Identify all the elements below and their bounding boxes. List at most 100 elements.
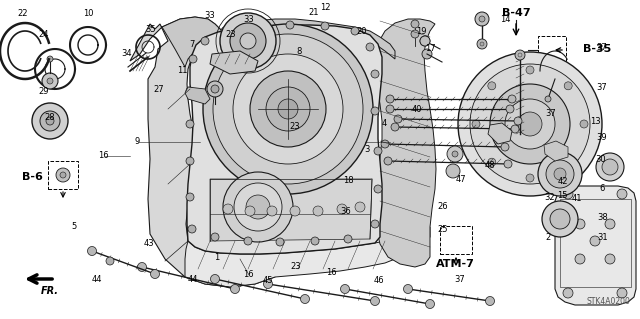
Circle shape [411,30,419,38]
Text: 5: 5 [71,222,76,231]
Text: 4: 4 [381,119,387,128]
Circle shape [251,23,259,31]
Circle shape [344,235,352,243]
Text: 47: 47 [456,175,466,184]
Text: 40: 40 [412,105,422,114]
Circle shape [506,105,514,113]
Circle shape [563,288,573,298]
Circle shape [106,257,114,265]
Circle shape [211,275,220,284]
Text: 27: 27 [154,85,164,94]
Circle shape [213,34,363,184]
Circle shape [234,183,282,231]
Circle shape [221,27,229,35]
Circle shape [542,201,578,237]
Text: B-6: B-6 [22,172,42,182]
Text: B-35: B-35 [583,44,611,54]
Text: 38: 38 [598,213,608,222]
Circle shape [452,151,458,157]
Circle shape [617,189,627,199]
Text: 28: 28 [44,113,54,122]
Text: 8: 8 [297,47,302,56]
Circle shape [545,96,551,102]
Circle shape [207,81,223,97]
Text: 23: 23 [291,262,301,271]
Text: 26: 26 [438,202,448,211]
Text: 20: 20 [356,27,367,36]
Circle shape [391,123,399,131]
Circle shape [46,117,54,125]
Text: 16: 16 [243,271,253,279]
Circle shape [340,285,349,293]
Polygon shape [375,19,436,267]
Circle shape [505,99,555,149]
Circle shape [244,237,252,245]
Text: 39: 39 [596,133,607,142]
Circle shape [60,172,66,178]
Circle shape [411,20,419,28]
Text: 15: 15 [557,191,567,200]
Circle shape [447,146,463,162]
Circle shape [201,37,209,45]
Bar [440,226,472,254]
Circle shape [371,70,379,78]
Text: 44: 44 [188,275,198,284]
Text: 31: 31 [598,233,608,242]
Circle shape [266,87,310,131]
Circle shape [138,263,147,271]
Circle shape [526,174,534,182]
Polygon shape [185,87,210,104]
Text: 21: 21 [308,8,319,17]
Circle shape [508,95,516,103]
Circle shape [186,120,194,128]
Circle shape [538,152,582,196]
Circle shape [446,164,460,178]
Circle shape [211,85,219,93]
Circle shape [602,159,618,175]
Bar [48,161,78,189]
Text: 34: 34 [122,49,132,58]
Text: 3: 3 [364,145,369,154]
Circle shape [470,64,590,184]
Polygon shape [187,25,382,254]
Text: 48: 48 [484,161,495,170]
Circle shape [203,24,373,194]
Circle shape [420,36,430,46]
Circle shape [47,78,53,84]
Circle shape [337,204,347,214]
Circle shape [351,27,359,35]
Circle shape [486,296,495,306]
Text: 22: 22 [17,9,28,18]
Circle shape [311,237,319,245]
Circle shape [394,115,402,123]
Circle shape [290,206,300,216]
Circle shape [56,168,70,182]
Polygon shape [185,227,430,287]
Circle shape [426,300,435,308]
Circle shape [371,220,379,228]
Text: 36: 36 [340,207,351,216]
Text: 29: 29 [38,87,49,96]
Text: 43: 43 [143,239,154,248]
Circle shape [518,112,542,136]
Circle shape [374,185,382,193]
Circle shape [250,71,326,147]
Circle shape [88,247,97,256]
Circle shape [40,111,60,131]
Circle shape [366,43,374,51]
Text: 37: 37 [454,275,465,284]
Circle shape [301,294,310,303]
Circle shape [605,254,615,264]
Circle shape [386,95,394,103]
Circle shape [420,36,430,46]
Circle shape [384,157,392,165]
Bar [538,36,566,64]
Circle shape [223,172,293,242]
Circle shape [605,219,615,229]
Text: 17: 17 [425,44,435,53]
Circle shape [220,13,276,69]
Text: 12: 12 [320,3,330,12]
Circle shape [475,12,489,26]
Circle shape [480,42,484,46]
Circle shape [230,23,266,59]
